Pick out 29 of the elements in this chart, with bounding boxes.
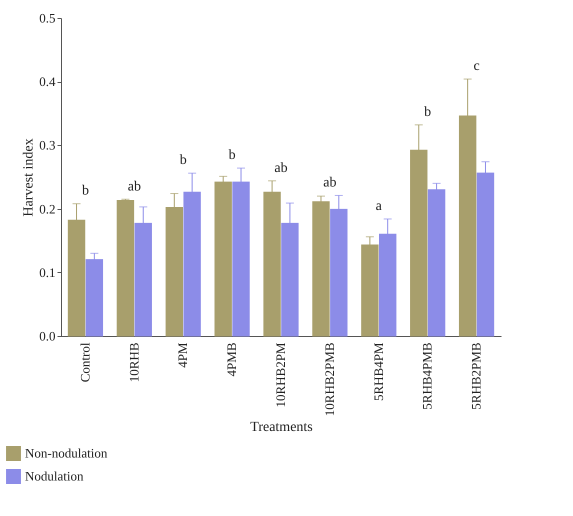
x-tick-label: 4PM: [175, 342, 190, 368]
y-tick-label: 0.2: [39, 201, 56, 216]
y-tick-label: 0.5: [39, 10, 56, 26]
legend-label: Non-nodulation: [25, 446, 108, 460]
annotation: b: [82, 184, 89, 199]
annotation: ab: [128, 179, 141, 194]
x-tick-label: 4PMB: [224, 342, 240, 376]
x-tick-label: 5RHB2PMB: [468, 342, 484, 410]
bar: [116, 200, 134, 336]
x-tick-label: Control: [77, 342, 92, 382]
x-axis-title: Treatments: [250, 420, 313, 436]
annotation: b: [180, 153, 187, 168]
annotation: ab: [274, 160, 288, 176]
annotation: ab: [323, 175, 336, 190]
annotation: b: [228, 148, 236, 164]
x-tick-label: 10RHB: [126, 342, 142, 382]
annotation: b: [424, 104, 432, 120]
y-tick-label: 0.0: [39, 328, 56, 344]
x-tick-label: 10RHB2PM: [273, 342, 288, 408]
legend-label: Nodulation: [25, 468, 84, 484]
x-tick-label: 10RHB2PMB: [322, 342, 337, 416]
y-tick-label: 0.3: [39, 138, 56, 153]
x-tick-label: 5RHB4PM: [370, 342, 386, 402]
annotation: c: [473, 59, 480, 74]
y-tick-label: 0.1: [39, 264, 56, 280]
y-axis-title: Harvest index: [21, 138, 36, 217]
x-tick-label: 5RHB4PMB: [420, 342, 435, 410]
y-tick-label: 0.4: [39, 74, 56, 90]
annotation: a: [376, 198, 383, 214]
